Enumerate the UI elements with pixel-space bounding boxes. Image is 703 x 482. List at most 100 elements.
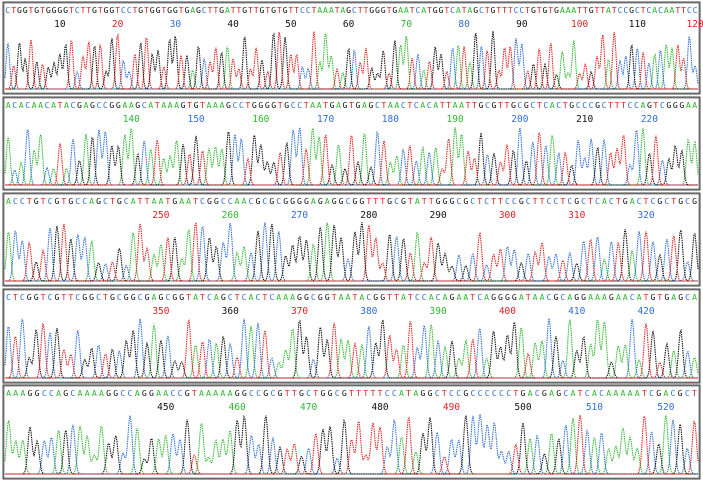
base-call: C bbox=[628, 100, 633, 110]
base-call: T bbox=[422, 196, 427, 206]
base-call: T bbox=[294, 5, 299, 15]
base-call: C bbox=[96, 100, 101, 110]
base-call: A bbox=[550, 100, 555, 110]
base-call: A bbox=[484, 292, 489, 302]
position-label: 370 bbox=[291, 306, 308, 317]
base-call: C bbox=[576, 100, 581, 110]
base-call: T bbox=[485, 5, 490, 15]
base-call: T bbox=[621, 100, 626, 110]
base-call: C bbox=[276, 196, 281, 206]
base-call: C bbox=[630, 292, 635, 302]
base-call: G bbox=[196, 5, 201, 15]
base-call: G bbox=[131, 292, 136, 302]
base-call: G bbox=[664, 292, 669, 302]
base-call: T bbox=[58, 100, 63, 110]
base-call: A bbox=[148, 100, 153, 110]
base-call: G bbox=[369, 5, 374, 15]
base-call: G bbox=[392, 5, 397, 15]
base-call: A bbox=[613, 388, 618, 398]
position-label: 80 bbox=[458, 19, 470, 30]
base-call: G bbox=[656, 388, 661, 398]
base-call: T bbox=[496, 5, 501, 15]
base-call: G bbox=[34, 292, 39, 302]
base-call: C bbox=[479, 5, 484, 15]
base-call: C bbox=[685, 196, 690, 206]
base-call: A bbox=[346, 292, 351, 302]
position-label: 140 bbox=[123, 114, 140, 125]
base-call: G bbox=[27, 292, 32, 302]
base-call: C bbox=[664, 196, 669, 206]
base-call: C bbox=[242, 292, 247, 302]
position-label: 70 bbox=[401, 19, 413, 30]
base-call: A bbox=[566, 5, 571, 15]
base-call: A bbox=[122, 100, 127, 110]
trace-C bbox=[5, 127, 698, 186]
base-call: A bbox=[193, 292, 198, 302]
base-call: T bbox=[138, 196, 143, 206]
base-call: G bbox=[185, 388, 190, 398]
base-call: G bbox=[463, 196, 468, 206]
base-call: C bbox=[450, 5, 455, 15]
panel-frame bbox=[2, 192, 701, 287]
base-call: A bbox=[276, 292, 281, 302]
base-call: G bbox=[443, 196, 448, 206]
base-call: G bbox=[149, 388, 154, 398]
base-call: C bbox=[512, 196, 517, 206]
position-label: 20 bbox=[112, 19, 124, 30]
base-call: C bbox=[165, 292, 170, 302]
base-call: G bbox=[554, 5, 559, 15]
base-call: T bbox=[533, 196, 538, 206]
base-call: A bbox=[213, 388, 218, 398]
base-call: A bbox=[533, 292, 538, 302]
base-call: G bbox=[219, 5, 224, 15]
position-label: 120 bbox=[687, 19, 703, 30]
base-call: C bbox=[75, 292, 80, 302]
base-call: C bbox=[485, 100, 490, 110]
base-call: G bbox=[57, 5, 62, 15]
base-call: C bbox=[535, 388, 540, 398]
base-call: T bbox=[537, 5, 542, 15]
base-call: G bbox=[325, 292, 330, 302]
base-call: T bbox=[115, 5, 120, 15]
base-call: C bbox=[232, 100, 237, 110]
base-call: A bbox=[592, 388, 597, 398]
base-call: T bbox=[165, 196, 170, 206]
base-call: T bbox=[491, 196, 496, 206]
base-call: T bbox=[612, 5, 617, 15]
base-call: A bbox=[213, 100, 218, 110]
base-call: C bbox=[505, 196, 510, 206]
base-call: C bbox=[470, 196, 475, 206]
base-call: T bbox=[155, 100, 160, 110]
base-call: G bbox=[142, 388, 147, 398]
base-call: A bbox=[433, 100, 438, 110]
base-call: T bbox=[563, 100, 568, 110]
base-call: T bbox=[132, 5, 137, 15]
base-call: G bbox=[346, 5, 351, 15]
base-call: G bbox=[692, 196, 697, 206]
base-call: T bbox=[352, 292, 357, 302]
base-call: A bbox=[64, 100, 69, 110]
base-call: G bbox=[512, 292, 517, 302]
position-label: 500 bbox=[514, 402, 531, 413]
base-call: C bbox=[311, 292, 316, 302]
trace-G bbox=[5, 222, 699, 282]
base-call: A bbox=[235, 196, 240, 206]
base-call: T bbox=[349, 100, 354, 110]
base-call: G bbox=[278, 388, 283, 398]
base-call: A bbox=[161, 100, 166, 110]
base-call: G bbox=[255, 196, 260, 206]
base-call: G bbox=[109, 5, 114, 15]
base-call: A bbox=[283, 292, 288, 302]
base-call: C bbox=[526, 196, 531, 206]
base-call: C bbox=[255, 292, 260, 302]
base-call: G bbox=[68, 196, 73, 206]
base-call: C bbox=[581, 196, 586, 206]
base-call: G bbox=[34, 5, 39, 15]
base-call: A bbox=[168, 100, 173, 110]
trace-T bbox=[5, 318, 698, 379]
base-call: C bbox=[660, 100, 665, 110]
base-call: T bbox=[380, 196, 385, 206]
panel-inner-frame bbox=[3, 193, 700, 286]
base-call: C bbox=[635, 5, 640, 15]
base-call: T bbox=[410, 5, 415, 15]
